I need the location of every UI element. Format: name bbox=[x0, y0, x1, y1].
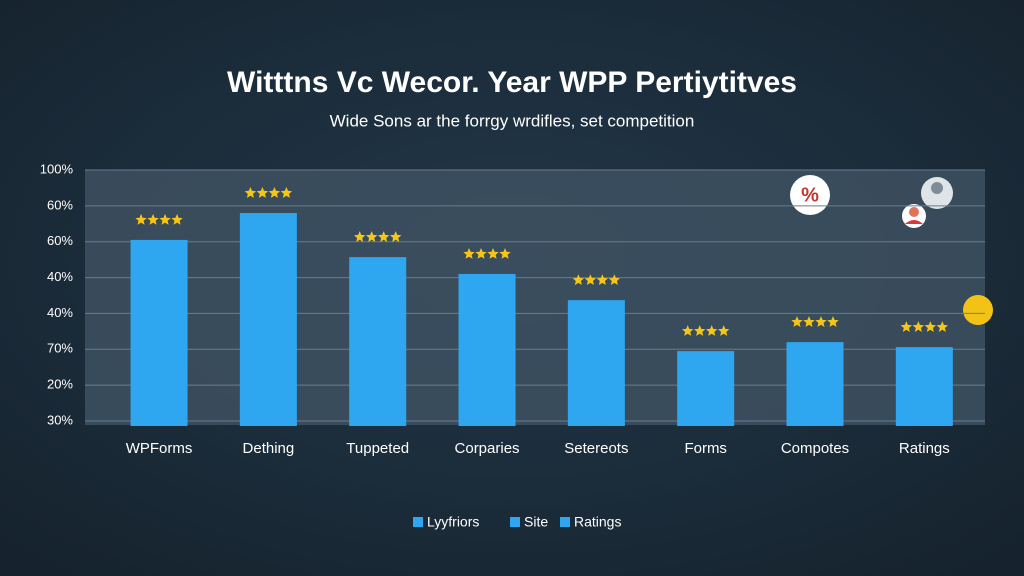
rating-star bbox=[475, 248, 487, 259]
bar bbox=[567, 300, 625, 426]
rating-star bbox=[584, 274, 597, 285]
x-tick-label: WPForms bbox=[126, 440, 193, 457]
rating-star bbox=[900, 321, 912, 332]
rating-star bbox=[791, 316, 803, 327]
x-tick-label: Compotes bbox=[781, 440, 849, 457]
bar bbox=[786, 342, 844, 426]
bar bbox=[677, 351, 735, 426]
rating-star bbox=[463, 248, 475, 259]
legend-label: Site bbox=[524, 514, 548, 530]
rating-star bbox=[936, 321, 948, 332]
rating-star bbox=[268, 187, 281, 198]
rating-star bbox=[135, 213, 147, 225]
legend-swatch bbox=[510, 517, 520, 527]
rating-star bbox=[827, 316, 839, 327]
y-tick-label: 100% bbox=[40, 161, 74, 176]
rating-star bbox=[390, 231, 402, 242]
y-tick-label: 70% bbox=[47, 341, 73, 356]
rating-star bbox=[608, 274, 621, 285]
chart-subtitle: Wide Sons ar the forrgy wrdifles, set co… bbox=[330, 111, 695, 130]
y-tick-label: 40% bbox=[47, 269, 73, 284]
rating-star bbox=[682, 325, 694, 336]
rating-star bbox=[487, 248, 499, 259]
x-tick-label: Corparies bbox=[455, 440, 520, 457]
rating-star bbox=[280, 187, 293, 198]
avatar-body bbox=[905, 220, 923, 224]
rating-star bbox=[256, 187, 269, 198]
rating-star bbox=[159, 213, 171, 225]
plot-area bbox=[85, 170, 985, 425]
legend-label: Lyyfriors bbox=[427, 514, 479, 530]
bar bbox=[458, 273, 516, 426]
x-tick-label: Dething bbox=[243, 440, 295, 457]
y-tick-label: 30% bbox=[47, 412, 73, 427]
rating-star bbox=[171, 213, 183, 225]
bar bbox=[130, 239, 188, 426]
rating-star bbox=[366, 231, 378, 242]
rating-star bbox=[815, 316, 827, 327]
rating-star bbox=[244, 187, 257, 198]
y-tick-label: 40% bbox=[47, 305, 73, 320]
bar bbox=[239, 213, 297, 426]
x-tick-label: Ratings bbox=[899, 440, 950, 457]
y-tick-label: 20% bbox=[47, 377, 73, 392]
decor-icons: % bbox=[790, 175, 993, 325]
rating-star bbox=[354, 231, 366, 242]
rating-star bbox=[499, 248, 511, 259]
rating-star bbox=[803, 316, 815, 327]
rating-star bbox=[924, 321, 936, 332]
x-tick-label: Tuppeted bbox=[346, 440, 409, 457]
percent-icon bbox=[790, 175, 830, 215]
bar bbox=[349, 257, 407, 426]
rating-star bbox=[706, 325, 718, 336]
x-tick-label: Setereots bbox=[564, 440, 628, 457]
rating-star bbox=[572, 274, 585, 285]
rating-star bbox=[378, 231, 390, 242]
chart-title: Witttns Vc Wecor. Year WPP Pertiytitves bbox=[227, 66, 797, 99]
rating-star bbox=[694, 325, 706, 336]
rating-star bbox=[718, 325, 730, 336]
rating-star bbox=[912, 321, 924, 332]
legend-swatch bbox=[413, 517, 423, 527]
legend-label: Ratings bbox=[574, 514, 621, 530]
x-tick-label: Forms bbox=[684, 440, 727, 457]
badge-icon bbox=[963, 295, 993, 325]
rating-star bbox=[596, 274, 609, 285]
percent-glyph: % bbox=[801, 184, 819, 206]
avatar-head bbox=[931, 182, 943, 194]
y-tick-label: 60% bbox=[47, 197, 73, 212]
avatar-head bbox=[909, 207, 919, 217]
bar bbox=[895, 347, 953, 426]
y-tick-label: 60% bbox=[47, 233, 73, 248]
legend-swatch bbox=[560, 517, 570, 527]
rating-star bbox=[147, 213, 159, 225]
